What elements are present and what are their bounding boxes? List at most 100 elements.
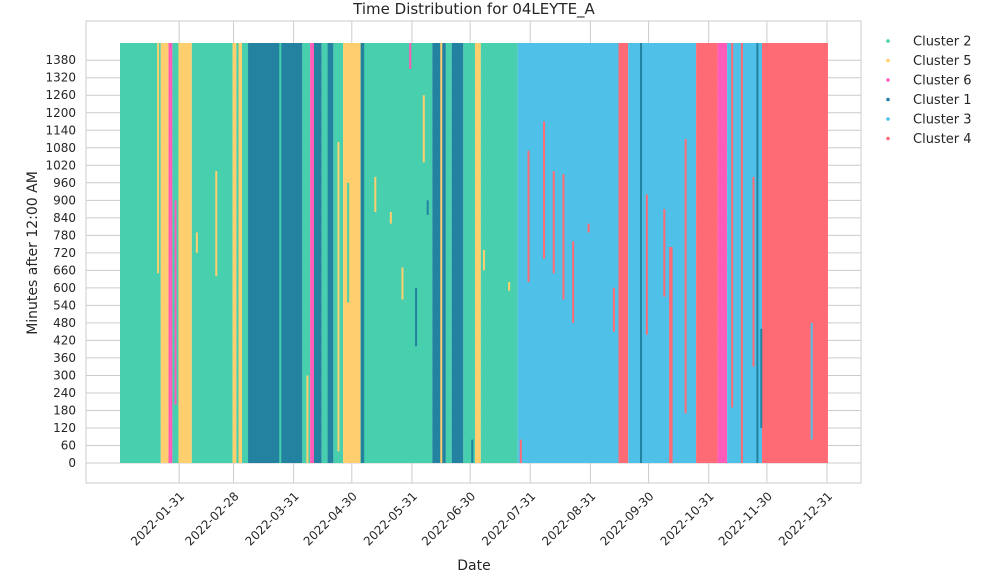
y-tick-label: 1200 xyxy=(45,106,76,120)
cluster-day-band xyxy=(191,43,233,463)
cluster-day-band xyxy=(313,43,322,463)
cluster-interval-mark xyxy=(157,43,160,274)
cluster-day-band xyxy=(762,43,828,463)
cluster-day-band xyxy=(302,43,311,463)
legend-marker xyxy=(886,136,890,141)
cluster-interval-mark xyxy=(482,249,485,271)
cluster-interval-mark xyxy=(337,141,340,452)
cluster-interval-mark xyxy=(471,439,474,463)
cluster-interval-mark xyxy=(409,43,412,69)
y-tick-label: 1380 xyxy=(45,53,76,67)
y-axis-ticks: 0 60 120 180 240 300 360 420 480 540 600 660 720 780 8… xyxy=(45,53,76,470)
cluster-interval-mark xyxy=(347,182,350,303)
cluster-interval-mark xyxy=(415,287,418,347)
cluster-interval-mark xyxy=(508,282,511,291)
legend-label: Cluster 4 xyxy=(913,132,972,147)
cluster-interval-mark xyxy=(174,200,177,405)
cluster-interval-mark xyxy=(543,121,546,259)
cluster-day-band xyxy=(474,43,481,463)
y-tick-label: 1140 xyxy=(45,123,76,137)
cluster-day-band xyxy=(168,43,173,463)
cluster-day-band xyxy=(180,43,192,463)
cluster-interval-mark xyxy=(731,43,734,408)
legend-marker xyxy=(886,117,890,121)
y-tick-label: 420 xyxy=(53,333,76,347)
cluster-interval-mark xyxy=(360,43,365,463)
cluster-interval-mark xyxy=(562,174,565,300)
y-tick-label: 60 xyxy=(61,438,76,452)
cluster-interval-mark xyxy=(756,43,759,463)
cluster-interval-mark xyxy=(723,141,726,300)
legend-marker xyxy=(886,78,890,82)
y-tick-label: 1020 xyxy=(45,158,76,172)
y-tick-label: 900 xyxy=(53,193,76,207)
x-axis-title: Date xyxy=(457,558,490,574)
legend-label: Cluster 5 xyxy=(913,54,972,69)
cluster-interval-mark xyxy=(422,95,425,163)
y-tick-label: 300 xyxy=(53,368,76,382)
cluster-interval-mark xyxy=(389,211,392,224)
cluster-interval-mark xyxy=(572,241,575,323)
legend: Cluster 2 Cluster 5 Cluster 6 Cluster 1 Clus… xyxy=(886,35,972,147)
cluster-interval-mark xyxy=(426,200,429,215)
cluster-day-band xyxy=(445,43,452,463)
cluster-interval-mark xyxy=(215,171,218,277)
cluster-day-band xyxy=(517,43,619,463)
legend-marker xyxy=(886,97,890,102)
y-tick-label: 0 xyxy=(68,456,76,470)
y-tick-label: 1080 xyxy=(45,141,76,155)
cluster-interval-mark xyxy=(440,43,443,463)
y-tick-label: 840 xyxy=(53,211,76,225)
cluster-interval-mark xyxy=(752,176,755,367)
cluster-day-band xyxy=(618,43,629,463)
cluster-day-band xyxy=(343,43,361,463)
cluster-interval-mark xyxy=(527,150,530,283)
plot-area-frame xyxy=(85,20,862,484)
y-axis-title: Minutes after 12:00 AM xyxy=(25,171,41,335)
cluster-interval-mark xyxy=(810,322,813,440)
cluster-interval-mark xyxy=(195,232,198,253)
y-tick-label: 1320 xyxy=(45,71,76,85)
cluster-day-band xyxy=(480,43,518,463)
cluster-day-band xyxy=(432,43,446,463)
cluster-day-band xyxy=(451,43,464,463)
y-tick-label: 120 xyxy=(53,421,76,435)
y-tick-label: 480 xyxy=(53,316,76,330)
cluster-day-band xyxy=(327,43,334,463)
cluster-interval-mark xyxy=(740,43,743,463)
cluster-day-band xyxy=(120,43,161,463)
legend-label: Cluster 2 xyxy=(913,35,972,50)
cluster-day-band xyxy=(696,43,718,463)
cluster-day-band xyxy=(360,43,433,463)
cluster-day-band xyxy=(232,43,237,463)
y-tick-label: 960 xyxy=(53,176,76,190)
cluster-day-band xyxy=(236,43,249,463)
y-tick-label: 600 xyxy=(53,281,76,295)
cluster-interval-mark xyxy=(238,43,243,463)
cluster-interval-mark xyxy=(306,375,309,463)
data-marks xyxy=(120,43,828,463)
legend-label: Cluster 6 xyxy=(913,74,972,89)
cluster-interval-mark xyxy=(401,267,404,300)
cluster-interval-mark xyxy=(645,194,648,335)
cluster-interval-mark xyxy=(663,209,666,297)
y-tick-label: 180 xyxy=(53,403,76,417)
cluster-interval-mark xyxy=(669,247,673,463)
cluster-day-band xyxy=(310,43,314,463)
cluster-interval-mark xyxy=(374,176,377,212)
cluster-interval-mark xyxy=(684,139,687,414)
cluster-day-band xyxy=(321,43,328,463)
cluster-interval-mark xyxy=(587,223,590,233)
cluster-interval-mark xyxy=(279,43,282,463)
cluster-day-band xyxy=(717,43,728,463)
chart-title: Time Distribution for 04LEYTE_A xyxy=(352,0,595,19)
cluster-interval-mark xyxy=(612,287,615,332)
cluster-interval-mark xyxy=(552,171,555,274)
y-tick-label: 360 xyxy=(53,351,76,365)
cluster-day-band xyxy=(160,43,169,463)
cluster-interval-mark xyxy=(640,43,643,463)
y-tick-label: 1260 xyxy=(45,88,76,102)
y-tick-label: 240 xyxy=(53,386,76,400)
legend-marker xyxy=(886,39,890,43)
